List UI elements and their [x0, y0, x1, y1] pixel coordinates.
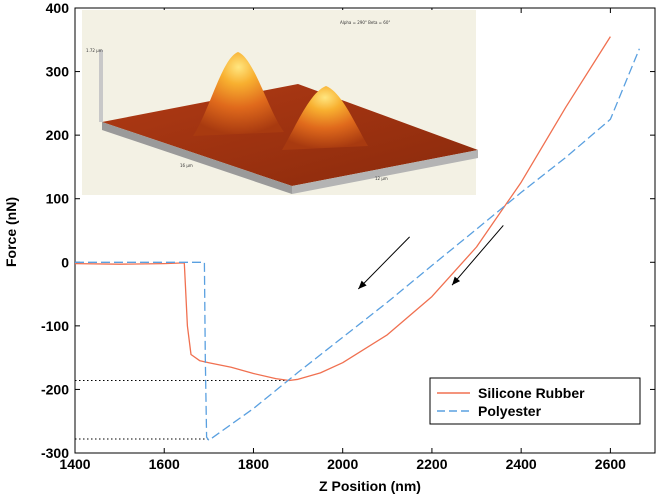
y-tick-label-5: 200	[46, 127, 70, 143]
inset-x-label: 16 µm	[180, 163, 193, 168]
x-tick-label-5: 2400	[506, 456, 537, 472]
x-tick-label-2: 1800	[238, 456, 269, 472]
arrow-head-1	[452, 276, 461, 286]
arrow-head-0	[358, 280, 367, 289]
y-tick-label-4: 100	[46, 191, 70, 207]
x-tick-label-1: 1600	[149, 456, 180, 472]
legend-label-0: Silicone Rubber	[478, 385, 585, 401]
arrow-shaft-0	[357, 236, 410, 290]
series-line-1	[75, 48, 641, 441]
arrows	[357, 225, 504, 290]
afm-inset-image: Alpha = 290° Beta = 60° 1.72 µm 16 µm 12…	[82, 10, 478, 195]
legend: Silicone Rubber Polyester	[429, 377, 641, 425]
series-group	[74, 36, 641, 441]
y-tick-label-2: -100	[41, 318, 69, 334]
x-tick-label-4: 2200	[416, 456, 447, 472]
y-tick-label-1: -200	[41, 381, 69, 397]
y-tick-label-0: -300	[41, 445, 69, 461]
y-tick-label-3: 0	[61, 254, 69, 270]
inset-top-label: Alpha = 290° Beta = 60°	[340, 20, 390, 25]
legend-label-1: Polyester	[478, 403, 542, 419]
y-tick-label-7: 400	[46, 0, 70, 16]
y-tick-label-6: 300	[46, 64, 70, 80]
x-axis-label: Z Position (nm)	[319, 478, 421, 494]
x-tick-label-3: 2000	[327, 456, 358, 472]
ticks: 1400 1600 1800 2000 2200 2400 2600-300-200-100…	[41, 0, 655, 472]
arrow-shaft-1	[451, 225, 504, 286]
x-tick-label-0: 1400	[59, 456, 90, 472]
x-tick-label-6: 2600	[595, 456, 626, 472]
y-axis-label: Force (nN)	[3, 197, 19, 267]
inset-y-label: 12 µm	[375, 176, 388, 181]
series-line-0	[74, 36, 611, 382]
inset-z-label: 1.72 µm	[86, 48, 103, 53]
